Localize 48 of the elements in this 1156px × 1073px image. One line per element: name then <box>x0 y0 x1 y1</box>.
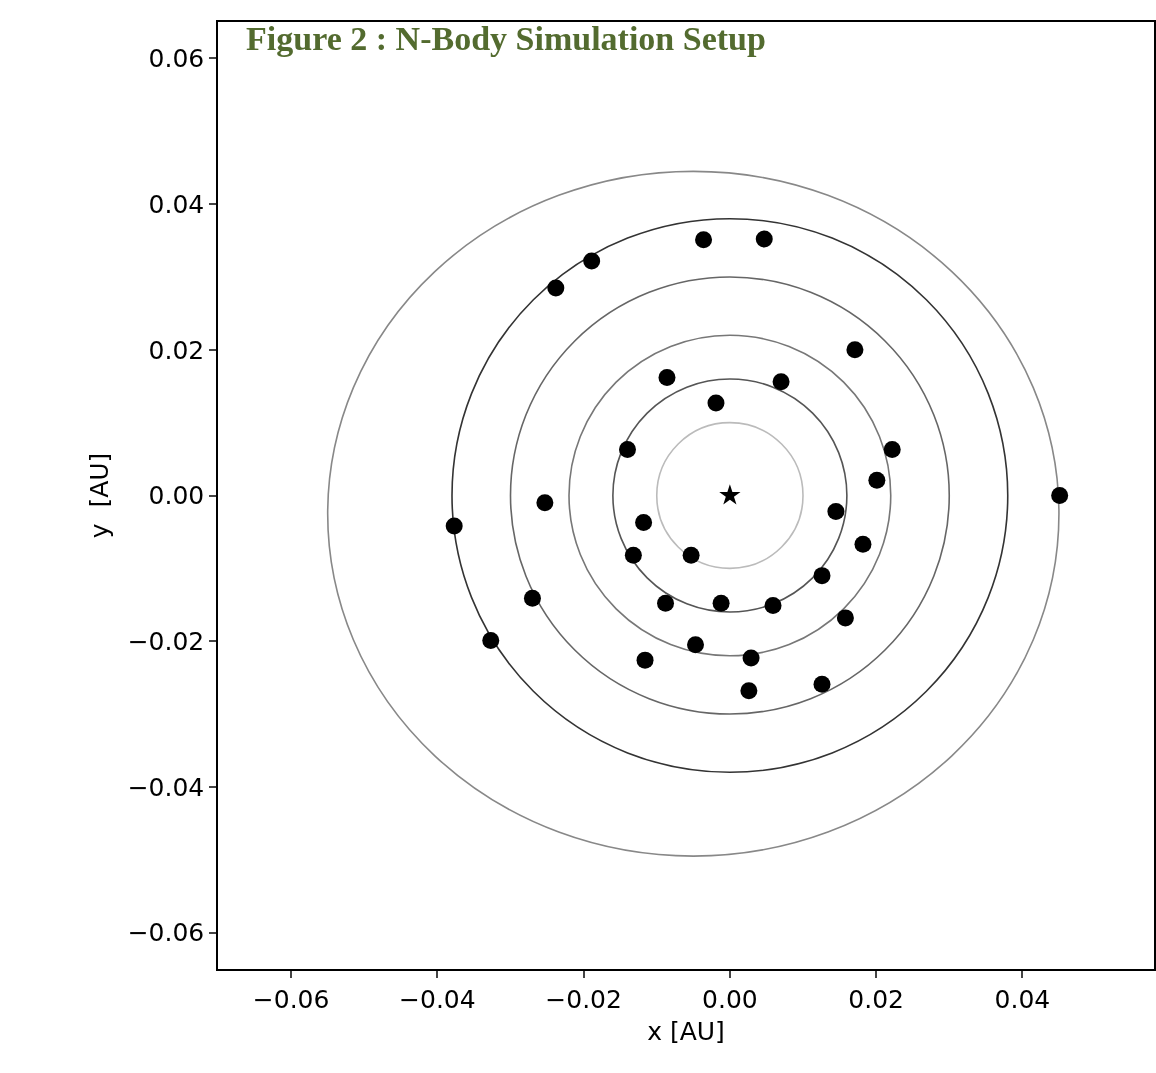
point <box>740 682 758 700</box>
point <box>635 513 653 531</box>
point <box>687 636 705 654</box>
x-tick-label: −0.02 <box>545 984 622 1014</box>
y-tick-label: −0.06 <box>127 918 205 948</box>
point <box>712 594 730 612</box>
point <box>836 609 854 627</box>
x-tick-label: 0.02 <box>848 984 904 1014</box>
point <box>624 546 642 564</box>
y-tick-label: −0.02 <box>127 626 205 656</box>
point <box>536 494 554 512</box>
point <box>658 368 676 386</box>
y-tick-label: 0.04 <box>148 189 205 219</box>
y-axis-title: y [AU] <box>84 452 114 539</box>
point <box>868 471 886 489</box>
point <box>619 441 636 459</box>
point <box>846 341 864 359</box>
x-tick-label: −0.04 <box>399 984 476 1014</box>
point <box>719 484 741 505</box>
y-tick-label: 0.02 <box>148 335 205 365</box>
point <box>657 594 675 612</box>
y-tick-label: 0.06 <box>148 44 205 74</box>
point <box>682 546 700 564</box>
point <box>813 567 831 585</box>
point <box>772 373 790 391</box>
point <box>742 649 760 667</box>
point <box>764 597 782 614</box>
point <box>854 535 872 553</box>
point <box>707 394 725 412</box>
point <box>445 517 463 535</box>
x-tick-label: −0.06 <box>252 984 330 1014</box>
x-tick-label: 0.04 <box>994 984 1051 1014</box>
point <box>1051 487 1069 504</box>
point <box>547 279 565 297</box>
x-axis-title: x [AU] <box>647 1017 725 1047</box>
point <box>813 675 831 693</box>
point <box>755 230 773 248</box>
y-tick-label: 0.00 <box>148 481 205 511</box>
chart-title: Figure 2 : N-Body Simulation Setup <box>246 19 766 57</box>
x-tick-label: 0.00 <box>702 984 758 1014</box>
point <box>583 252 601 270</box>
point <box>827 503 845 521</box>
point <box>482 631 500 649</box>
point <box>523 589 541 607</box>
point <box>636 651 654 669</box>
y-tick-label: −0.04 <box>127 772 205 802</box>
point <box>695 231 713 249</box>
point <box>883 441 901 459</box>
